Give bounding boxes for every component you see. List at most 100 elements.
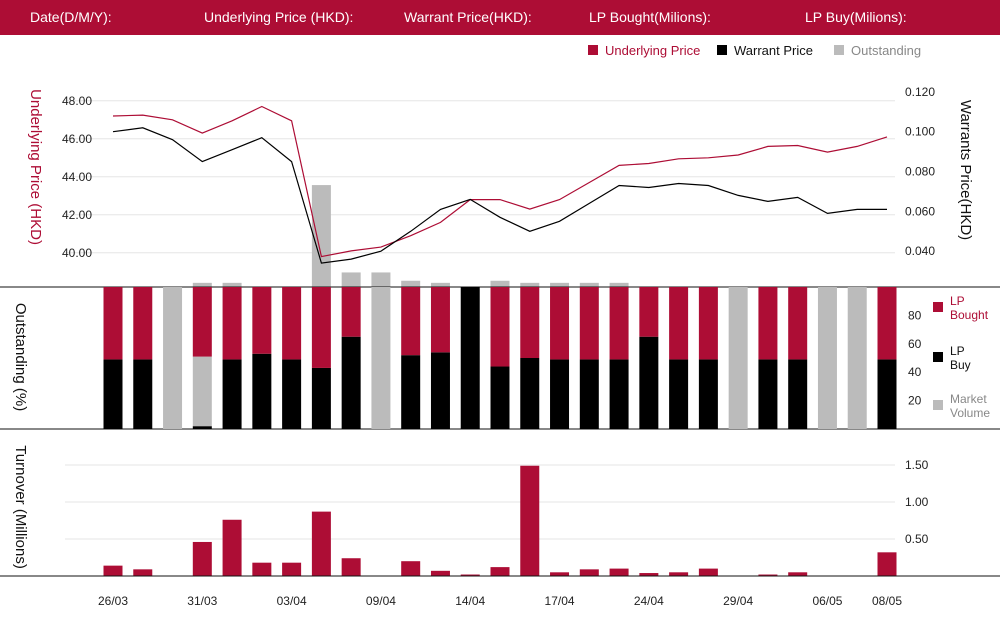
turnover-bar xyxy=(520,465,540,576)
x-tick-label: 26/03 xyxy=(98,594,128,608)
turnover-bar xyxy=(698,568,718,576)
lp-buy-bar xyxy=(758,359,778,429)
lp-buy-bar xyxy=(460,287,480,429)
mid-axis-title: Outstanding (%) xyxy=(12,303,29,411)
lp-buy-bar xyxy=(282,359,302,429)
lp-buy-bar xyxy=(788,359,808,429)
turnover-bar xyxy=(401,561,421,576)
outstanding-bar xyxy=(401,280,421,287)
mid-legend-swatch xyxy=(933,352,943,362)
lp-buy-bar xyxy=(192,426,212,429)
turnover-bar xyxy=(282,562,302,576)
turnover-bar xyxy=(252,562,272,576)
turnover-bar xyxy=(341,558,361,576)
outstanding-bar xyxy=(579,282,599,287)
lp-buy-bar xyxy=(103,359,123,429)
bottom-axis-title: Turnover (Millions) xyxy=(12,445,29,569)
left-axis-title: Underlying Price (HKD) xyxy=(27,89,44,245)
lp-buy-bar xyxy=(311,367,331,429)
lp-bought-bar xyxy=(579,287,599,360)
outstanding-bar xyxy=(490,280,510,287)
outstanding-bar xyxy=(222,282,242,287)
info-header: Date(D/M/Y): Underlying Price (HKD): War… xyxy=(0,0,1000,35)
outstanding-bar xyxy=(430,282,450,287)
lp-buy-bar xyxy=(579,359,599,429)
lp-bought-bar xyxy=(639,287,659,337)
turnover-bar xyxy=(133,569,153,576)
bottom-tick-label: 1.00 xyxy=(905,495,929,509)
lp-buy-bar xyxy=(401,355,421,429)
x-tick-label: 08/05 xyxy=(872,594,902,608)
market-volume-bar xyxy=(163,287,183,429)
lp-buy-bar xyxy=(252,353,272,429)
turnover-bar xyxy=(490,567,510,576)
market-volume-bar xyxy=(371,287,391,429)
turnover-bar xyxy=(192,541,212,576)
left-tick-label: 42.00 xyxy=(62,208,92,222)
lp-bought-bar xyxy=(669,287,689,360)
left-tick-label: 40.00 xyxy=(62,246,92,260)
turnover-bar xyxy=(460,574,480,576)
lp-bought-bar xyxy=(222,287,242,360)
lp-buy-bar xyxy=(877,359,897,429)
mid-legend-label-line: LP xyxy=(950,294,965,308)
bottom-tick-label: 1.50 xyxy=(905,458,929,472)
lp-bought-bar xyxy=(103,287,123,360)
legend-label: Outstanding xyxy=(851,43,921,58)
lp-buy-bar xyxy=(490,366,510,429)
underlying-price-label: Underlying Price (HKD): xyxy=(204,9,354,25)
date-label: Date(D/M/Y): xyxy=(30,9,112,25)
x-tick-label: 24/04 xyxy=(634,594,664,608)
lp-bought-bar xyxy=(401,287,421,356)
x-tick-label: 03/04 xyxy=(277,594,307,608)
right-axis-title: Warrants Price(HKD) xyxy=(957,100,974,240)
turnover-bar xyxy=(639,573,659,576)
lp-bought-bar xyxy=(877,287,897,360)
lp-buy-bar xyxy=(520,358,540,429)
lp-buy-bar xyxy=(341,336,361,429)
mid-tick-label: 20 xyxy=(908,394,922,408)
lp-buy-bar xyxy=(698,359,718,429)
right-tick-label: 0.060 xyxy=(905,204,935,218)
lp-bought-bar xyxy=(341,287,361,337)
warrant-chart: 48.00 46.00 44.00 42.00 40.00 0.120 0.100 0.080… xyxy=(0,43,1000,608)
left-tick-label: 46.00 xyxy=(62,132,92,146)
mid-tick-label: 40 xyxy=(908,365,922,379)
outstanding-bar xyxy=(550,282,570,287)
mid-legend-swatch xyxy=(933,302,943,312)
mid-legend-label-line: Bought xyxy=(950,308,989,322)
lp-bought-bar xyxy=(698,287,718,360)
market-volume-bar xyxy=(817,287,837,429)
right-tick-label: 0.120 xyxy=(905,85,935,99)
legend-label: Underlying Price xyxy=(605,43,700,58)
lp-buy-bar xyxy=(609,359,629,429)
lp-bought-label: LP Bought(Milions): xyxy=(589,9,711,25)
turnover-bar xyxy=(669,572,689,576)
warrant-price-line xyxy=(112,127,887,264)
right-tick-label: 0.100 xyxy=(905,125,935,139)
left-tick-label: 48.00 xyxy=(62,94,92,108)
outstanding-bar xyxy=(520,282,540,287)
outstanding-bar xyxy=(311,185,331,287)
turnover-bar xyxy=(758,574,778,576)
market-volume-bar xyxy=(847,287,867,429)
outstanding-bar xyxy=(609,282,629,287)
outstanding-bar xyxy=(192,282,212,287)
mid-legend-label-line: Buy xyxy=(950,358,971,372)
turnover-bar xyxy=(222,519,242,576)
turnover-bar xyxy=(430,570,450,576)
market-volume-bar xyxy=(192,356,212,427)
right-tick-label: 0.040 xyxy=(905,244,935,258)
lp-bought-bar xyxy=(758,287,778,360)
lp-buy-bar xyxy=(550,359,570,429)
turnover-bar xyxy=(609,568,629,576)
x-tick-label: 29/04 xyxy=(723,594,753,608)
turnover-bar xyxy=(103,565,123,576)
lp-buy-bar xyxy=(222,359,242,429)
mid-tick-label: 60 xyxy=(908,337,922,351)
mid-tick-label: 80 xyxy=(908,308,922,322)
turnover-bar xyxy=(579,569,599,576)
bottom-tick-label: 0.50 xyxy=(905,532,929,546)
outstanding-bar xyxy=(371,272,391,287)
legend-swatch xyxy=(588,45,598,55)
